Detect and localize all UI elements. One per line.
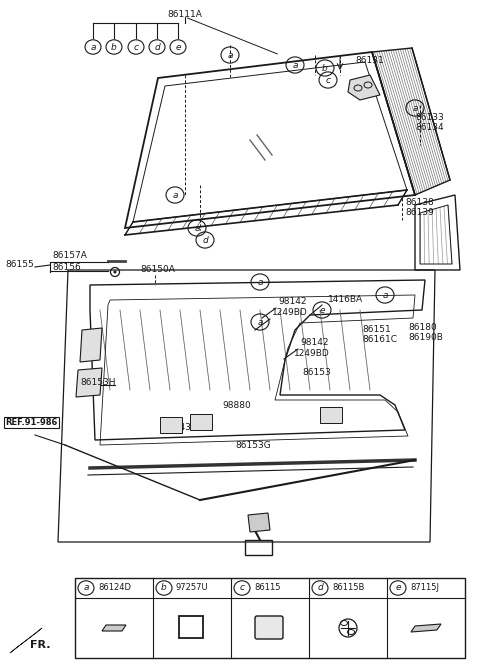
Text: 86180: 86180	[408, 323, 437, 332]
Bar	[190, 414, 212, 430]
Circle shape	[113, 271, 117, 273]
Text: d: d	[202, 235, 208, 245]
Text: 86153G: 86153G	[235, 441, 271, 450]
Text: e: e	[395, 583, 401, 593]
Text: e: e	[175, 43, 181, 51]
Text: 86153: 86153	[302, 368, 331, 377]
Polygon shape	[411, 624, 441, 632]
Text: 86111A: 86111A	[168, 9, 203, 19]
Polygon shape	[10, 628, 42, 653]
Polygon shape	[348, 75, 380, 100]
Text: a: a	[382, 291, 388, 299]
Text: a: a	[257, 277, 263, 287]
Text: 86115B: 86115B	[332, 583, 364, 593]
Text: 86138: 86138	[405, 198, 434, 207]
Text: 86157A: 86157A	[52, 251, 87, 260]
Text: b: b	[322, 63, 328, 72]
Text: 97257U: 97257U	[176, 583, 209, 593]
Bar	[320, 407, 342, 423]
Bar	[160, 417, 182, 433]
Text: a: a	[292, 61, 298, 70]
Text: FR.: FR.	[30, 640, 50, 650]
Polygon shape	[248, 513, 270, 532]
Text: 86133: 86133	[415, 113, 444, 122]
Text: a: a	[172, 190, 178, 200]
Text: REF.91-986: REF.91-986	[5, 418, 58, 427]
Text: 86115: 86115	[254, 583, 280, 593]
Text: a: a	[83, 583, 89, 593]
Text: 86124D: 86124D	[98, 583, 131, 593]
Text: c: c	[133, 43, 139, 51]
Text: d: d	[317, 583, 323, 593]
Text: 1249BD: 1249BD	[294, 349, 330, 358]
Polygon shape	[76, 368, 102, 397]
Text: 86134: 86134	[415, 123, 444, 132]
Text: 86131: 86131	[355, 56, 384, 65]
Text: 86151: 86151	[362, 325, 391, 334]
Text: c: c	[325, 76, 331, 84]
Text: 86190B: 86190B	[408, 333, 443, 342]
Text: 1249BD: 1249BD	[272, 308, 308, 317]
Text: 98142: 98142	[278, 297, 307, 306]
Text: d: d	[154, 43, 160, 51]
Polygon shape	[102, 625, 126, 631]
Text: a: a	[90, 43, 96, 51]
Text: 87115J: 87115J	[410, 583, 439, 593]
Text: e: e	[319, 305, 325, 315]
Polygon shape	[80, 328, 102, 362]
Text: 86139: 86139	[405, 208, 434, 217]
Text: a: a	[194, 223, 200, 233]
Text: b: b	[111, 43, 117, 51]
Text: c: c	[240, 583, 244, 593]
Text: 86153H: 86153H	[80, 378, 116, 387]
Text: 86156: 86156	[52, 263, 81, 272]
Text: a: a	[412, 104, 418, 112]
Text: 1416BA: 1416BA	[328, 295, 363, 304]
Text: a: a	[257, 317, 263, 327]
Text: 86430: 86430	[168, 423, 197, 432]
Text: 86155: 86155	[5, 260, 34, 269]
FancyBboxPatch shape	[255, 616, 283, 639]
Text: a: a	[227, 51, 233, 59]
Text: 86150A: 86150A	[140, 265, 175, 274]
Text: b: b	[161, 583, 167, 593]
Text: 98880: 98880	[222, 401, 251, 410]
Text: 86161C: 86161C	[362, 335, 397, 344]
Bar	[75, 578, 465, 658]
Text: 98142: 98142	[300, 338, 328, 347]
